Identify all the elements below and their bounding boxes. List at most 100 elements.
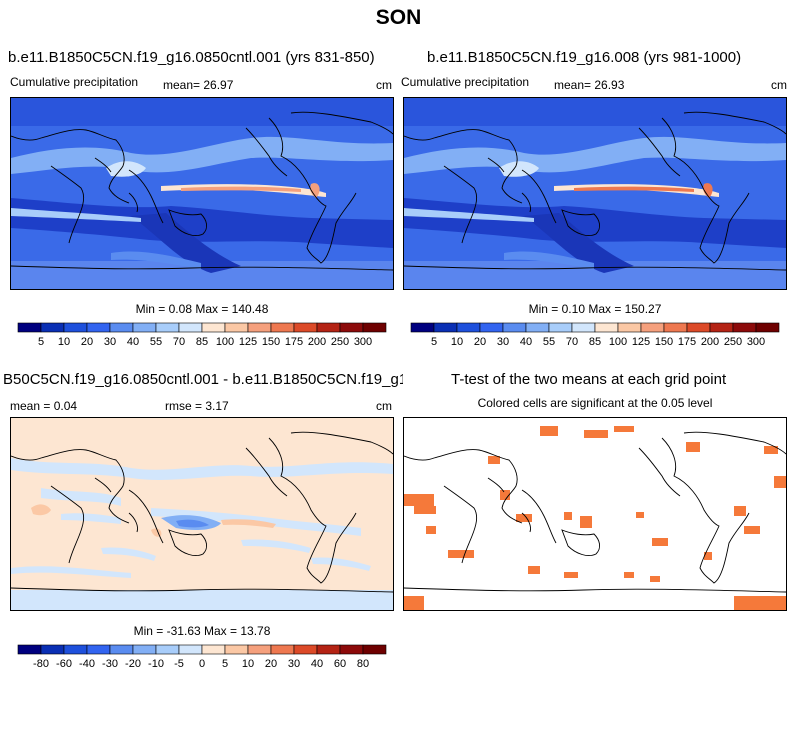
panel1-colorbar-swatch (339, 322, 364, 333)
panel2-colorbar-swatch (525, 322, 550, 333)
panel1-colorbar-swatch (155, 322, 180, 333)
panel1-colorbar-swatch (316, 322, 341, 333)
panel1-colorbar-tick-label: 250 (331, 336, 349, 348)
panel2-mean-label: mean= 26.93 (554, 78, 625, 92)
panel3-colorbar-tick-label: -40 (79, 658, 95, 670)
panel2-colorbar-swatch (617, 322, 642, 333)
panel2-colorbar-tick-label: 175 (678, 336, 696, 348)
panel2-colorbar-swatch (433, 322, 458, 333)
panel3-colorbar-swatch (109, 644, 134, 655)
panel2-colorbar-swatch (410, 322, 435, 333)
panel1-units-label: cm (376, 78, 392, 92)
panel1-variable-label: Cumulative precipitation (10, 75, 139, 89)
panel3-colorbar-tick-label: 60 (334, 658, 346, 670)
panel3-colorbar-swatch (63, 644, 88, 655)
panel1-colorbar-swatch (40, 322, 65, 333)
panel3-colorbar: -80 -60 -40 -30 -20 -10 -5 0 5 10 20 30 40 60 80 (17, 644, 387, 673)
panel1-colorbar-tick-label: 85 (196, 336, 208, 348)
panel3-colorbar-tick-label: -10 (148, 658, 164, 670)
panel2-colorbar-swatch (479, 322, 504, 333)
panel2-colorbar-tick-label: 125 (632, 336, 650, 348)
panel1-colorbar-tick-label: 20 (81, 336, 93, 348)
panel3-case-title: B50C5CN.f19_g16.0850cntl.001 - b.e11.B18… (3, 371, 403, 388)
panel3-colorbar-tick-label: 40 (311, 658, 323, 670)
panel1-colorbar-swatch (247, 322, 272, 333)
panel1-colorbar-tick-label: 200 (308, 336, 326, 348)
panel3-colorbar-tick-label: 0 (199, 658, 205, 670)
panel2-precip-map (403, 97, 787, 290)
panel1-colorbar-swatch (201, 322, 226, 333)
panel1-colorbar-tick-label: 300 (354, 336, 372, 348)
panel2-colorbar-swatch (594, 322, 619, 333)
panel3-colorbar-swatch (339, 644, 364, 655)
panel3-colorbar-swatch (316, 644, 341, 655)
panel4-ttest-map (403, 417, 787, 611)
panel2-colorbar-tick-label: 250 (724, 336, 742, 348)
panel3-colorbar-swatch (224, 644, 249, 655)
panel3-colorbar-swatch (270, 644, 295, 655)
panel2-colorbar-tick-label: 70 (566, 336, 578, 348)
panel3-colorbar-tick-label: -80 (33, 658, 49, 670)
panel3-colorbar-tick-label: -5 (174, 658, 184, 670)
panel3-mean-label: mean = 0.04 (10, 399, 78, 413)
panel2-minmax: Min = 0.10 Max = 150.27 (528, 302, 662, 316)
panel2-colorbar-tick-label: 100 (609, 336, 627, 348)
panel3-colorbar-swatch (362, 644, 387, 655)
page-title: SON (375, 6, 422, 29)
panel3-rmse-label: rmse = 3.17 (165, 399, 229, 413)
panel2-units-label: cm (771, 78, 787, 92)
panel1-case-title: b.e11.B1850C5CN.f19_g16.0850cntl.001 (yr… (8, 49, 375, 66)
panel3-difference-map (10, 417, 394, 611)
panel2-colorbar-swatch (640, 322, 665, 333)
panel2-colorbar-swatch (548, 322, 573, 333)
panel3-colorbar-tick-label: 10 (242, 658, 254, 670)
panel4-subtitle: Colored cells are significant at the 0.0… (477, 396, 713, 410)
panel3-colorbar-tick-label: 30 (288, 658, 300, 670)
panel3-colorbar-swatch (247, 644, 272, 655)
panel1-colorbar-tick-label: 40 (127, 336, 139, 348)
panel2-colorbar-tick-label: 20 (474, 336, 486, 348)
panel2-colorbar-tick-label: 30 (497, 336, 509, 348)
panel3-colorbar-swatch (17, 644, 42, 655)
panel2-case-title: b.e11.B1850C5CN.f19_g16.008 (yrs 981-100… (427, 49, 742, 66)
panel2-colorbar-swatch (663, 322, 688, 333)
significant-cells (404, 426, 786, 610)
panel1-colorbar-swatch (86, 322, 111, 333)
panel2-colorbar-swatch (732, 322, 757, 333)
panel1-mean-label: mean= 26.97 (163, 78, 234, 92)
panel3-colorbar-swatch (178, 644, 203, 655)
panel2-colorbar-tick-label: 150 (655, 336, 673, 348)
panel2-colorbar-swatch (709, 322, 734, 333)
panel1-colorbar-swatch (270, 322, 295, 333)
panel1-colorbar-tick-label: 125 (239, 336, 257, 348)
panel1-colorbar-swatch (178, 322, 203, 333)
panel3-colorbar-swatch (155, 644, 180, 655)
panel2-colorbar-tick-label: 10 (451, 336, 463, 348)
panel1-colorbar-swatch (132, 322, 157, 333)
panel2-colorbar-swatch (686, 322, 711, 333)
panel1-colorbar-swatch (293, 322, 318, 333)
panel1-colorbar-tick-label: 175 (285, 336, 303, 348)
panel1-colorbar-tick-label: 70 (173, 336, 185, 348)
panel2-colorbar-tick-label: 55 (543, 336, 555, 348)
panel3-colorbar-swatch (293, 644, 318, 655)
panel2-colorbar-tick-label: 40 (520, 336, 532, 348)
panel2-colorbar-tick-label: 85 (589, 336, 601, 348)
panel2-colorbar-swatch (571, 322, 596, 333)
panel2-colorbar-swatch (755, 322, 780, 333)
panel3-units-label: cm (376, 399, 392, 413)
panel3-colorbar-tick-label: 20 (265, 658, 277, 670)
panel2-colorbar-tick-label: 200 (701, 336, 719, 348)
panel3-colorbar-swatch (132, 644, 157, 655)
panel1-colorbar-swatch (109, 322, 134, 333)
panel2-variable-label: Cumulative precipitation (401, 75, 530, 89)
panel2-colorbar: 5 10 20 30 40 55 70 85 100 125 150 175 200 250 300 (410, 322, 780, 351)
panel1-colorbar-swatch (224, 322, 249, 333)
panel3-colorbar-tick-label: -60 (56, 658, 72, 670)
panel1-minmax: Min = 0.08 Max = 140.48 (135, 302, 269, 316)
panel1-precip-map (10, 97, 394, 290)
panel3-colorbar-swatch (40, 644, 65, 655)
panel2-colorbar-tick-label: 5 (431, 336, 437, 348)
panel4-title: T-test of the two means at each grid poi… (451, 371, 727, 388)
panel1-colorbar-tick-label: 10 (58, 336, 70, 348)
